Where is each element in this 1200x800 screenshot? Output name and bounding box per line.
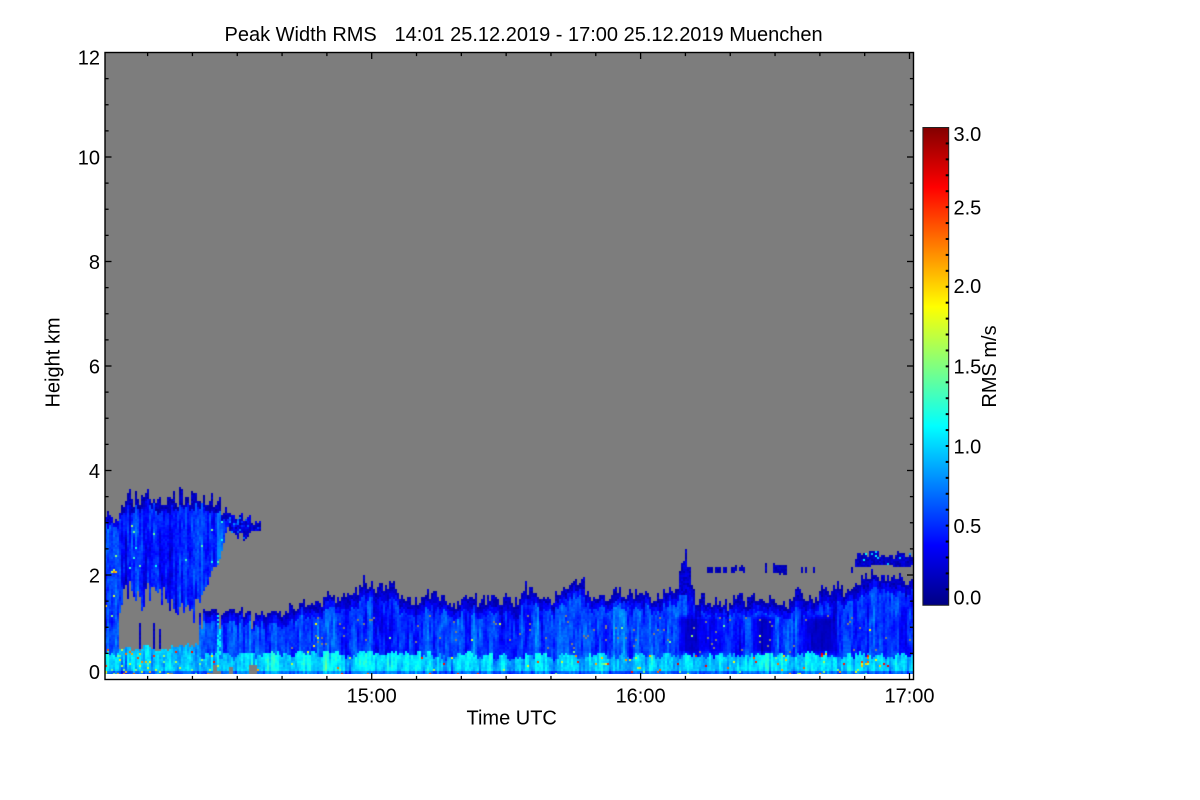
svg-text:0.0: 0.0 [954,588,982,610]
svg-text:2.5: 2.5 [954,197,982,219]
svg-text:1.5: 1.5 [954,357,982,379]
svg-text:Height km: Height km [43,317,65,407]
svg-text:4: 4 [89,461,100,483]
svg-text:3.0: 3.0 [954,124,982,146]
svg-text:15:00: 15:00 [347,686,397,708]
svg-text:14:01 25.12.2019 - 17:00 25.12: 14:01 25.12.2019 - 17:00 25.12.2019 Muen… [395,24,823,46]
svg-text:16:00: 16:00 [616,686,666,708]
svg-text:1.0: 1.0 [954,436,982,458]
svg-text:2.0: 2.0 [954,276,982,298]
svg-text:12: 12 [78,48,100,70]
svg-text:8: 8 [89,252,100,274]
svg-text:17:00: 17:00 [884,686,934,708]
svg-text:2: 2 [89,565,100,587]
svg-text:RMS m/s: RMS m/s [979,325,1001,407]
svg-text:10: 10 [78,147,100,169]
svg-text:0.5: 0.5 [954,516,982,538]
svg-text:0: 0 [89,662,100,684]
svg-text:Time UTC: Time UTC [467,708,557,730]
svg-text:6: 6 [89,356,100,378]
svg-text:Peak Width RMS: Peak Width RMS [225,24,377,46]
